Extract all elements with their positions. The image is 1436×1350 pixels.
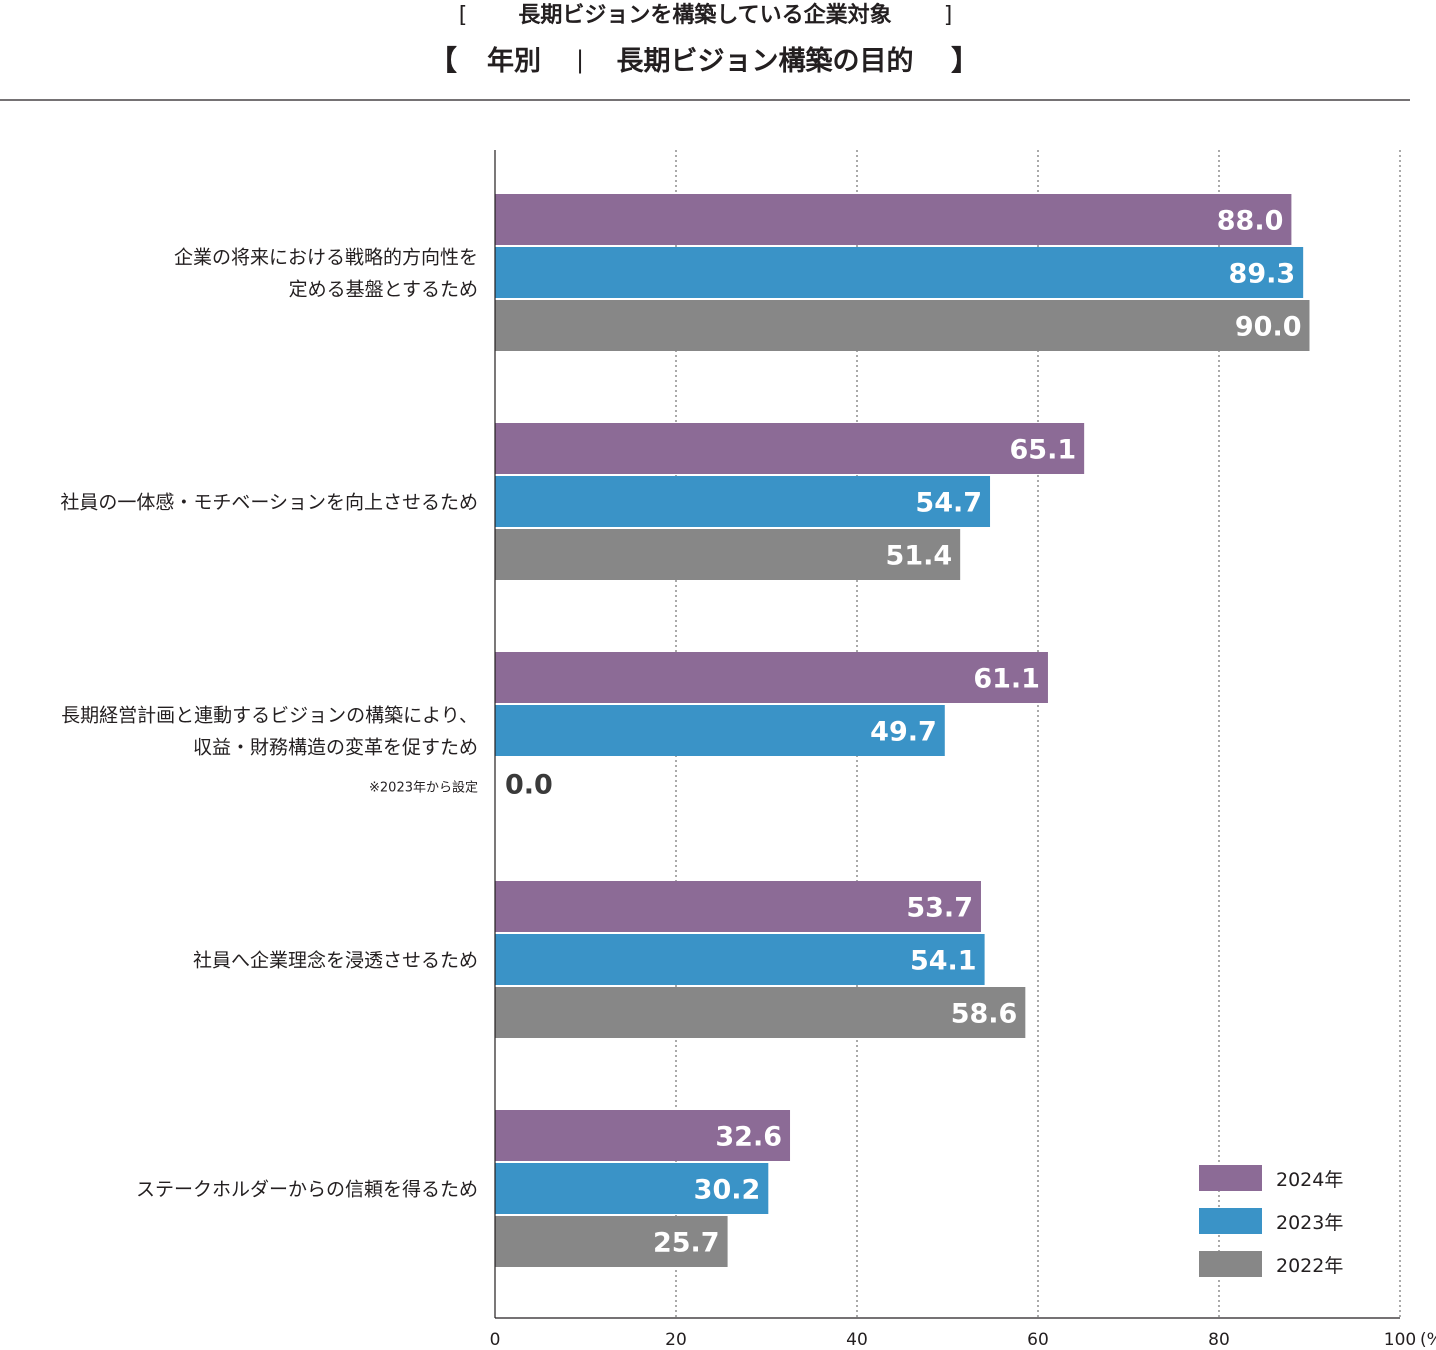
- bar-value-label: 53.7: [906, 893, 973, 924]
- bar-2024: [495, 652, 1048, 703]
- bar-2023: [495, 247, 1304, 298]
- bar-2022: [495, 300, 1310, 351]
- category-label: 社員の一体感・モチベーションを向上させるため: [60, 492, 478, 514]
- bar-2023: [495, 705, 945, 756]
- x-tick-label: 80: [1208, 1330, 1230, 1350]
- bar-value-label: 51.4: [886, 541, 953, 572]
- bar-value-label: 58.6: [951, 999, 1018, 1030]
- x-tick-label: 40: [846, 1330, 868, 1350]
- category-labels: 企業の将来における戦略的方向性を定める基盤とするため社員の一体感・モチベーション…: [60, 247, 478, 1201]
- bar-value-label: 90.0: [1235, 312, 1302, 343]
- subtitle-open-bracket: [: [459, 3, 468, 28]
- bar-value-label: 65.1: [1010, 435, 1077, 466]
- bar-value-label: 25.7: [653, 1228, 720, 1259]
- x-tick-label: 100: [1384, 1330, 1416, 1350]
- category-label: 企業の将来における戦略的方向性を: [174, 247, 478, 269]
- chart-title-right: 長期ビジョン構築の目的: [617, 45, 914, 77]
- title-separator: |: [576, 46, 584, 74]
- legend-swatch-2024: [1199, 1165, 1262, 1191]
- category-label: 収益・財務構造の変革を促すため: [193, 737, 478, 759]
- x-axis: 0 20 40 60 80 100(%): [490, 150, 1436, 1350]
- chart-header: [ 長期ビジョンを構築している企業対象 ] 【 年別 | 長期ビジョン構築の目的…: [0, 2, 1410, 101]
- category-label: 社員へ企業理念を浸透させるため: [193, 949, 478, 972]
- category-label: ステークホルダーからの信頼を得るため: [136, 1179, 478, 1201]
- bar-2023: [495, 1163, 769, 1214]
- category-label: 定める基盤とするため: [289, 279, 478, 301]
- bar-value-label: 30.2: [694, 1175, 761, 1206]
- legend-label: 2023年: [1276, 1212, 1343, 1234]
- bar-2023: [495, 476, 991, 527]
- x-tick-label: 0: [490, 1330, 501, 1350]
- bar-value-label: 61.1: [973, 664, 1040, 695]
- legend-swatch-2023: [1199, 1208, 1262, 1234]
- x-tick-label: 60: [1027, 1330, 1049, 1350]
- bar-2022: [495, 1216, 728, 1267]
- x-tick-label: 20: [665, 1330, 687, 1350]
- bar-2022: [495, 987, 1026, 1038]
- bars: 88.0 89.3 90.0 65.1 54.7 51.4 61.1 49.7 0.0 53.7 5…: [495, 194, 1310, 1267]
- bar-2024: [495, 194, 1292, 245]
- category-label: 長期経営計画と連動するビジョンの構築により、: [61, 705, 478, 727]
- bar-2022: [495, 529, 961, 580]
- title-close-bracket: 】: [951, 44, 979, 77]
- bar-value-label: 88.0: [1217, 206, 1284, 237]
- legend-label: 2024年: [1276, 1169, 1343, 1191]
- bar-2024: [495, 1110, 791, 1161]
- chart-subtitle: 長期ビジョンを構築している企業対象: [518, 2, 891, 28]
- legend-swatch-2022: [1199, 1251, 1262, 1277]
- legend: 2024年 2023年 2022年: [1199, 1165, 1343, 1277]
- legend-label: 2022年: [1276, 1255, 1343, 1277]
- chart-title-left: 年別: [487, 45, 541, 77]
- bar-value-label: 54.1: [910, 946, 977, 977]
- subtitle-close-bracket: ]: [944, 3, 953, 28]
- bar-2023: [495, 934, 985, 985]
- bar-2024: [495, 423, 1085, 474]
- category-note: ※2023年から設定: [369, 780, 478, 796]
- title-open-bracket: 【: [429, 44, 457, 77]
- x-axis-unit: (%): [1420, 1330, 1436, 1350]
- bar-value-label: 49.7: [870, 717, 937, 748]
- bar-value-label: 32.6: [715, 1122, 782, 1153]
- bar-value-label: 54.7: [915, 488, 982, 519]
- bar-2024: [495, 881, 981, 932]
- bar-value-label: 0.0: [505, 770, 553, 801]
- bar-value-label: 89.3: [1229, 259, 1296, 290]
